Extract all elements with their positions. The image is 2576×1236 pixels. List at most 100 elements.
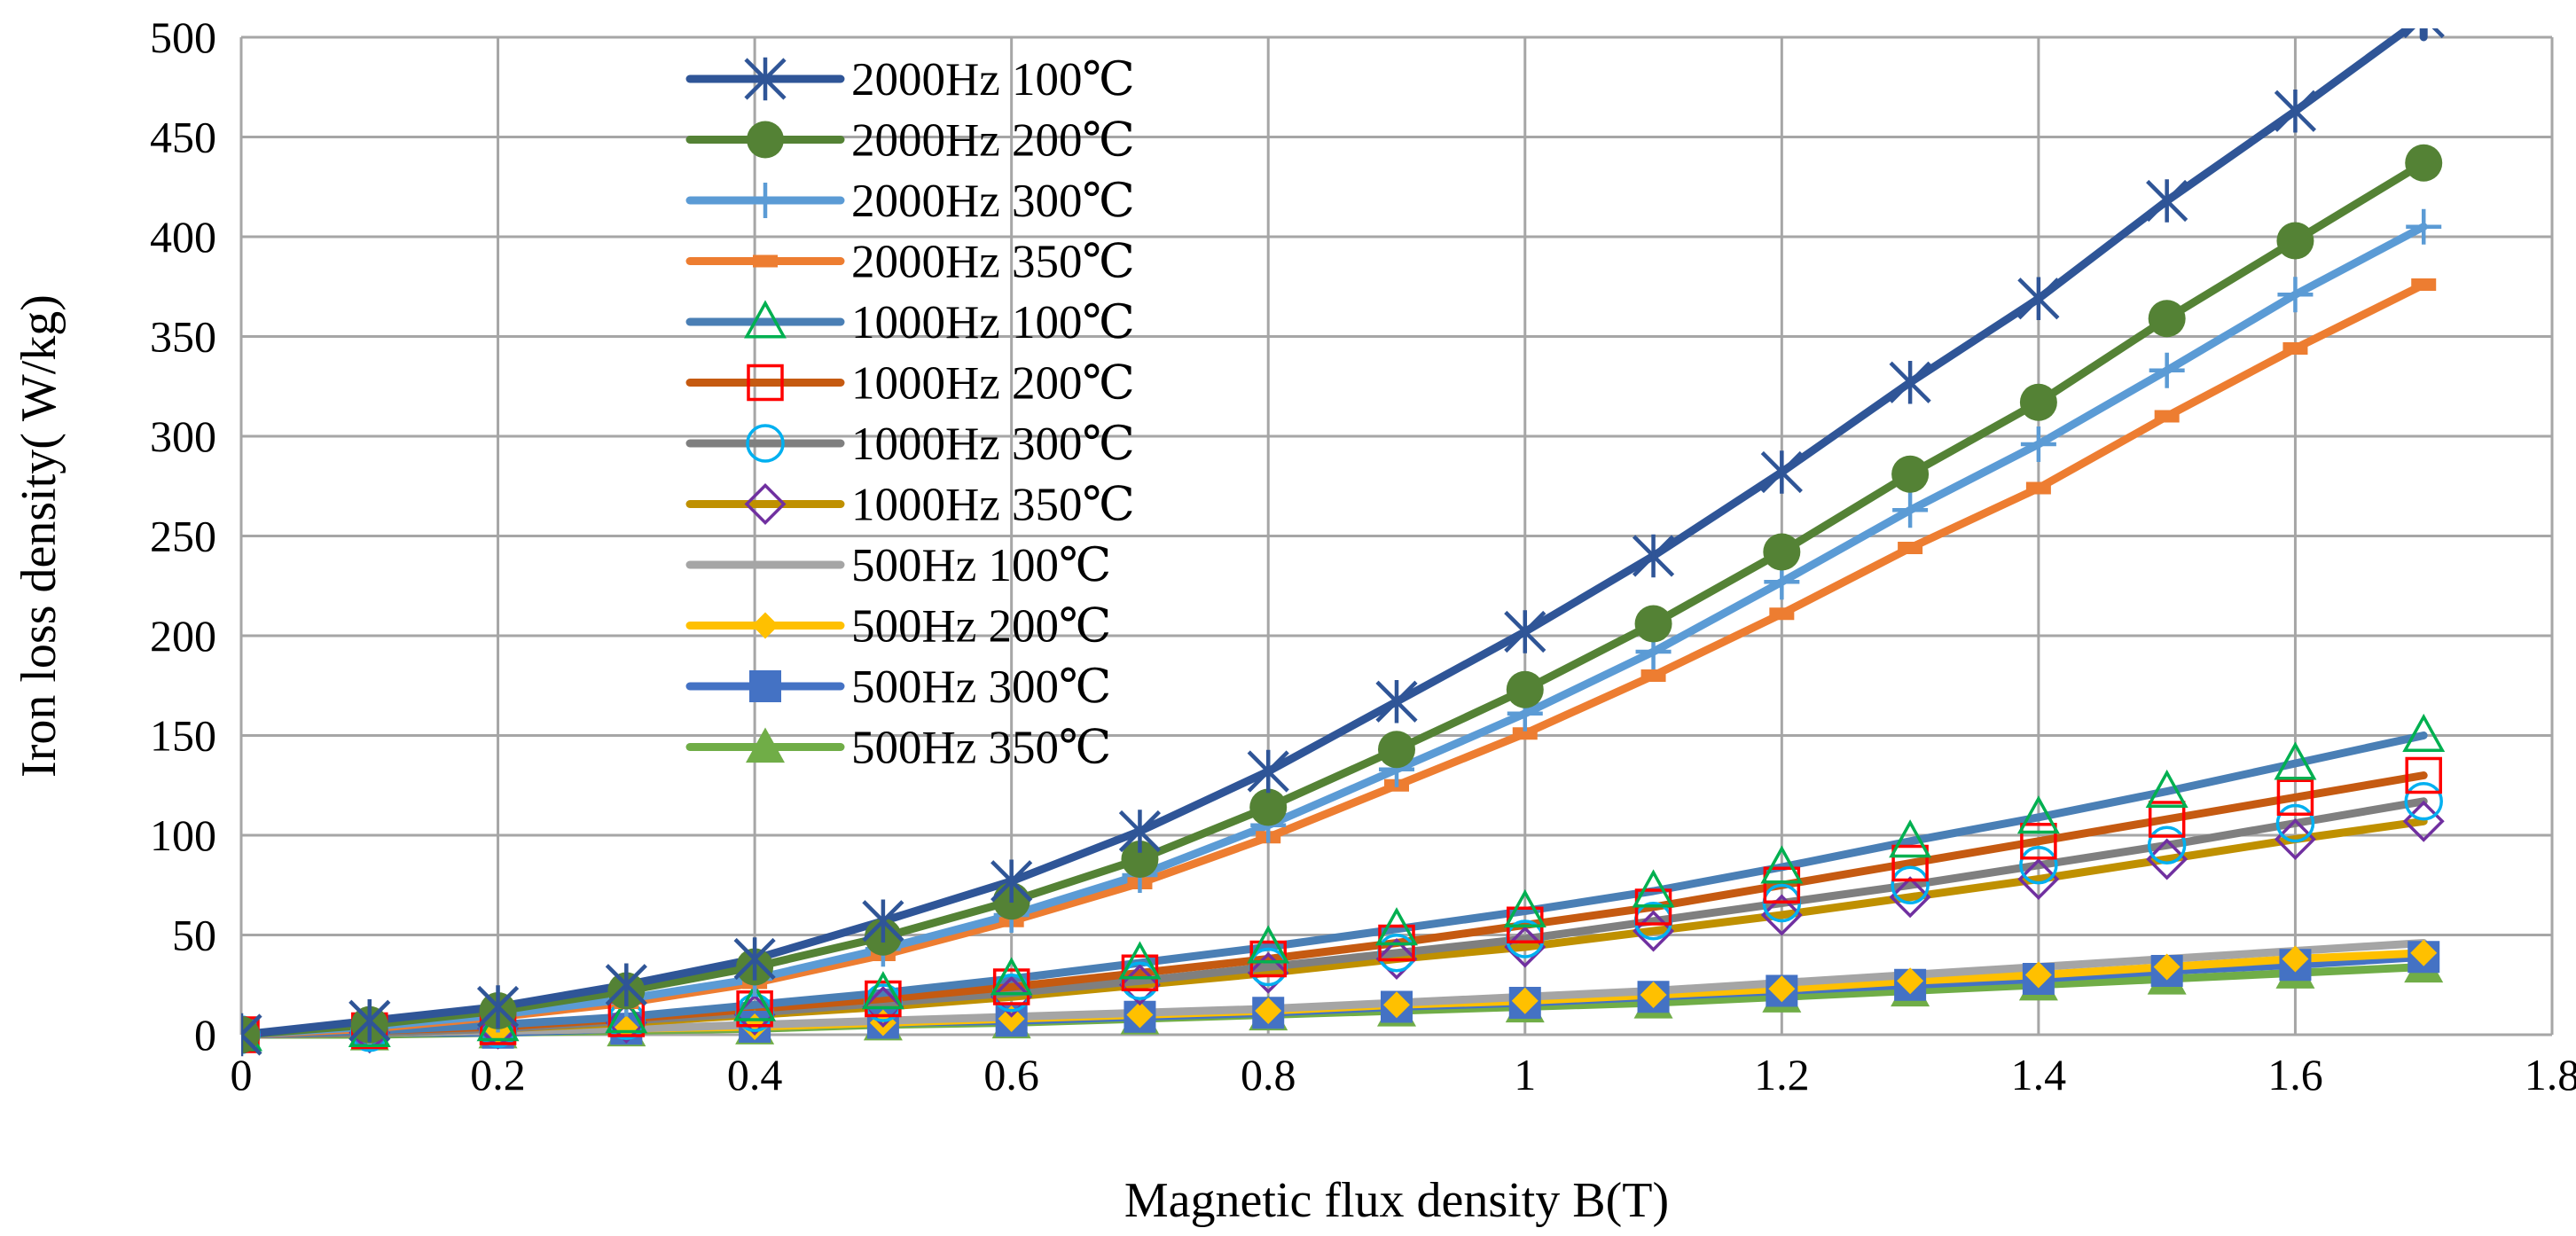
x-tick-label: 0.6 bbox=[983, 1050, 1039, 1099]
data-point-2000hz-350c bbox=[1512, 727, 1538, 740]
data-point-2000hz-300c bbox=[1892, 492, 1929, 528]
data-point-2000hz-100c bbox=[2146, 179, 2188, 223]
series-lines bbox=[241, 28, 2428, 1039]
data-point-1000hz-200c bbox=[992, 968, 1030, 1005]
legend-entry-500hz-200c: 500Hz 200℃ bbox=[685, 601, 1111, 653]
legend-label: 500Hz 100℃ bbox=[851, 540, 1111, 591]
x-tick-label: 0 bbox=[231, 1050, 253, 1099]
y-tick-label: 250 bbox=[150, 512, 216, 561]
data-point-1000hz-100c bbox=[1632, 869, 1675, 908]
y-tick-label: 50 bbox=[172, 911, 216, 960]
y-tick-label: 300 bbox=[150, 411, 216, 461]
y-tick-label: 450 bbox=[150, 113, 216, 162]
legend-marker bbox=[752, 612, 779, 639]
legend-marker bbox=[753, 254, 778, 268]
data-point-1000hz-350c bbox=[605, 1002, 647, 1044]
series-markers bbox=[241, 28, 2446, 1057]
data-point-2000hz-300c bbox=[2149, 352, 2185, 388]
y-axis-title: Iron loss density( W/kg) bbox=[12, 294, 67, 778]
x-tick-label: 1.4 bbox=[2011, 1050, 2067, 1099]
data-point-1000hz-200c bbox=[1763, 866, 1801, 904]
series-line-1000hz-100c bbox=[241, 731, 2428, 1039]
legend-entry-1000hz-200c: 1000Hz 200℃ bbox=[685, 358, 1135, 410]
data-point-2000hz-100c bbox=[990, 859, 1033, 903]
data-point-1000hz-200c bbox=[2020, 823, 2057, 860]
data-point-1000hz-300c bbox=[2275, 803, 2315, 843]
y-tick-label: 400 bbox=[150, 212, 216, 262]
data-point-2000hz-100c bbox=[2017, 277, 2060, 320]
data-point-2000hz-200c bbox=[2019, 383, 2057, 421]
legend-marker bbox=[744, 57, 787, 101]
data-point-1000hz-100c bbox=[990, 957, 1033, 996]
data-point-500hz-200c bbox=[2153, 953, 2181, 981]
data-point-2000hz-100c bbox=[1760, 450, 1803, 494]
data-point-2000hz-200c bbox=[1249, 788, 1288, 826]
data-point-2000hz-300c bbox=[2277, 277, 2314, 313]
grid bbox=[239, 35, 2554, 1037]
data-point-1000hz-200c bbox=[2276, 778, 2314, 816]
legend-label: 2000Hz 350℃ bbox=[851, 237, 1135, 288]
data-point-2000hz-100c bbox=[348, 999, 391, 1043]
legend-marker bbox=[744, 300, 787, 339]
data-point-2000hz-200c bbox=[2405, 144, 2443, 182]
x-axis-title: Magnetic flux density B(T) bbox=[1124, 1173, 1669, 1228]
legend-marker bbox=[747, 121, 784, 159]
data-point-500hz-200c bbox=[1897, 967, 1924, 995]
data-point-2000hz-200c bbox=[1378, 731, 1415, 769]
data-point-2000hz-350c bbox=[2025, 481, 2051, 495]
legend-marker bbox=[749, 670, 781, 702]
data-point-1000hz-350c bbox=[2274, 818, 2316, 860]
data-point-1000hz-350c bbox=[862, 986, 904, 1028]
data-point-2000hz-100c bbox=[1375, 680, 1418, 724]
data-point-1000hz-200c bbox=[2148, 801, 2186, 838]
legend-marker bbox=[746, 727, 785, 763]
legend-marker bbox=[748, 183, 783, 218]
data-point-1000hz-350c bbox=[2146, 838, 2188, 880]
data-point-2000hz-100c bbox=[2402, 28, 2445, 39]
legend-entry-2000hz-300c: 2000Hz 300℃ bbox=[685, 176, 1135, 227]
data-point-2000hz-300c bbox=[2020, 426, 2056, 462]
y-tick-label: 500 bbox=[150, 12, 216, 62]
data-point-500hz-200c bbox=[2410, 939, 2438, 966]
data-point-1000hz-100c bbox=[605, 995, 648, 1034]
data-point-500hz-200c bbox=[1511, 987, 1539, 1014]
series-line-2000hz-200c bbox=[241, 159, 2428, 1039]
y-tick-label: 350 bbox=[150, 312, 216, 362]
data-point-1000hz-300c bbox=[2019, 846, 2058, 885]
data-point-500hz-200c bbox=[1640, 982, 1667, 1008]
series-line-2000hz-300c bbox=[241, 223, 2428, 1039]
legend-label: 1000Hz 200℃ bbox=[851, 358, 1135, 410]
legend-label: 2000Hz 200℃ bbox=[851, 115, 1135, 167]
data-point-2000hz-200c bbox=[241, 1016, 260, 1053]
data-point-1000hz-350c bbox=[1760, 894, 1803, 936]
legend-label: 1000Hz 350℃ bbox=[851, 480, 1135, 531]
legend-entry-2000hz-100c: 2000Hz 100℃ bbox=[685, 54, 1135, 106]
data-point-2000hz-300c bbox=[2406, 208, 2442, 245]
data-point-1000hz-350c bbox=[2017, 858, 2060, 900]
data-point-2000hz-200c bbox=[1891, 455, 1930, 493]
legend-label: 500Hz 300℃ bbox=[851, 661, 1111, 713]
legend-label: 1000Hz 300℃ bbox=[851, 419, 1135, 470]
data-point-2000hz-100c bbox=[1118, 810, 1162, 853]
legend-label: 1000Hz 100℃ bbox=[851, 297, 1135, 348]
data-point-2000hz-350c bbox=[1898, 542, 1923, 554]
data-point-1000hz-200c bbox=[1891, 844, 1929, 882]
legend: 2000Hz 100℃ 2000Hz 200℃ 2000Hz 300℃ 2000Hz … bbox=[685, 54, 1135, 774]
legend-label: 2000Hz 300℃ bbox=[851, 176, 1135, 227]
data-point-1000hz-100c bbox=[1889, 819, 1932, 858]
legend-label: 500Hz 350℃ bbox=[851, 723, 1111, 774]
data-point-2000hz-200c bbox=[2276, 222, 2314, 260]
data-point-1000hz-100c bbox=[2274, 741, 2317, 780]
legend-entry-2000hz-350c: 2000Hz 350℃ bbox=[685, 237, 1135, 288]
legend-entry-500hz-300c: 500Hz 300℃ bbox=[685, 661, 1111, 713]
x-tick-label: 0.4 bbox=[727, 1050, 783, 1099]
data-point-1000hz-300c bbox=[2147, 825, 2187, 864]
data-point-2000hz-200c bbox=[1763, 533, 1801, 571]
data-point-2000hz-100c bbox=[1504, 610, 1546, 653]
series-line-500hz-100c bbox=[241, 939, 2428, 1039]
data-point-2000hz-350c bbox=[1769, 607, 1795, 621]
data-point-2000hz-100c bbox=[476, 985, 520, 1029]
y-tick-label: 0 bbox=[194, 1010, 216, 1060]
